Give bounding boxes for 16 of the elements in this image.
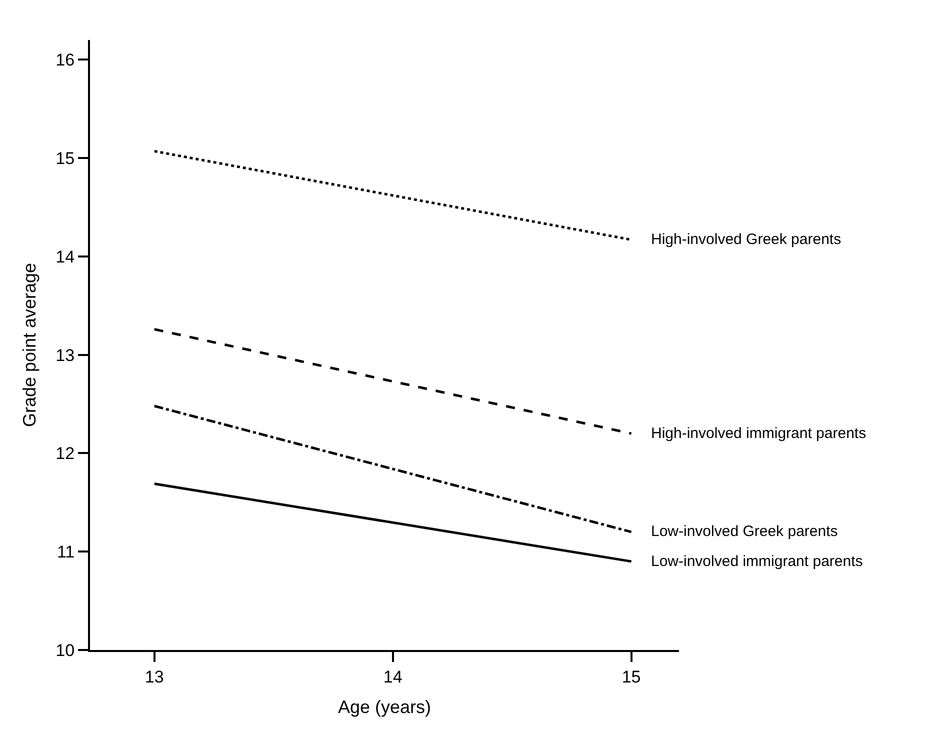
y-tick-label: 12: [56, 444, 75, 464]
x-tick-label: 13: [144, 667, 164, 686]
series-label: Low-involved Greek parents: [651, 523, 838, 540]
x-tick-label: 14: [383, 667, 402, 686]
x-axis-title: Age (years): [338, 697, 432, 717]
y-tick-label: 13: [56, 346, 75, 365]
y-axis-title: Grade point average: [19, 262, 40, 428]
series-label: High-involved immigrant parents: [651, 425, 866, 442]
x-tick-label: 15: [622, 667, 641, 686]
y-tick-label: 15: [56, 149, 75, 168]
y-tick-label: 10: [56, 640, 75, 660]
y-tick-label: 16: [56, 50, 75, 70]
series-label: High-involved Greek parents: [651, 231, 842, 248]
y-tick-label: 11: [56, 542, 75, 562]
series-label: Low-involved immigrant parents: [651, 553, 863, 570]
y-tick-label: 14: [56, 247, 75, 266]
